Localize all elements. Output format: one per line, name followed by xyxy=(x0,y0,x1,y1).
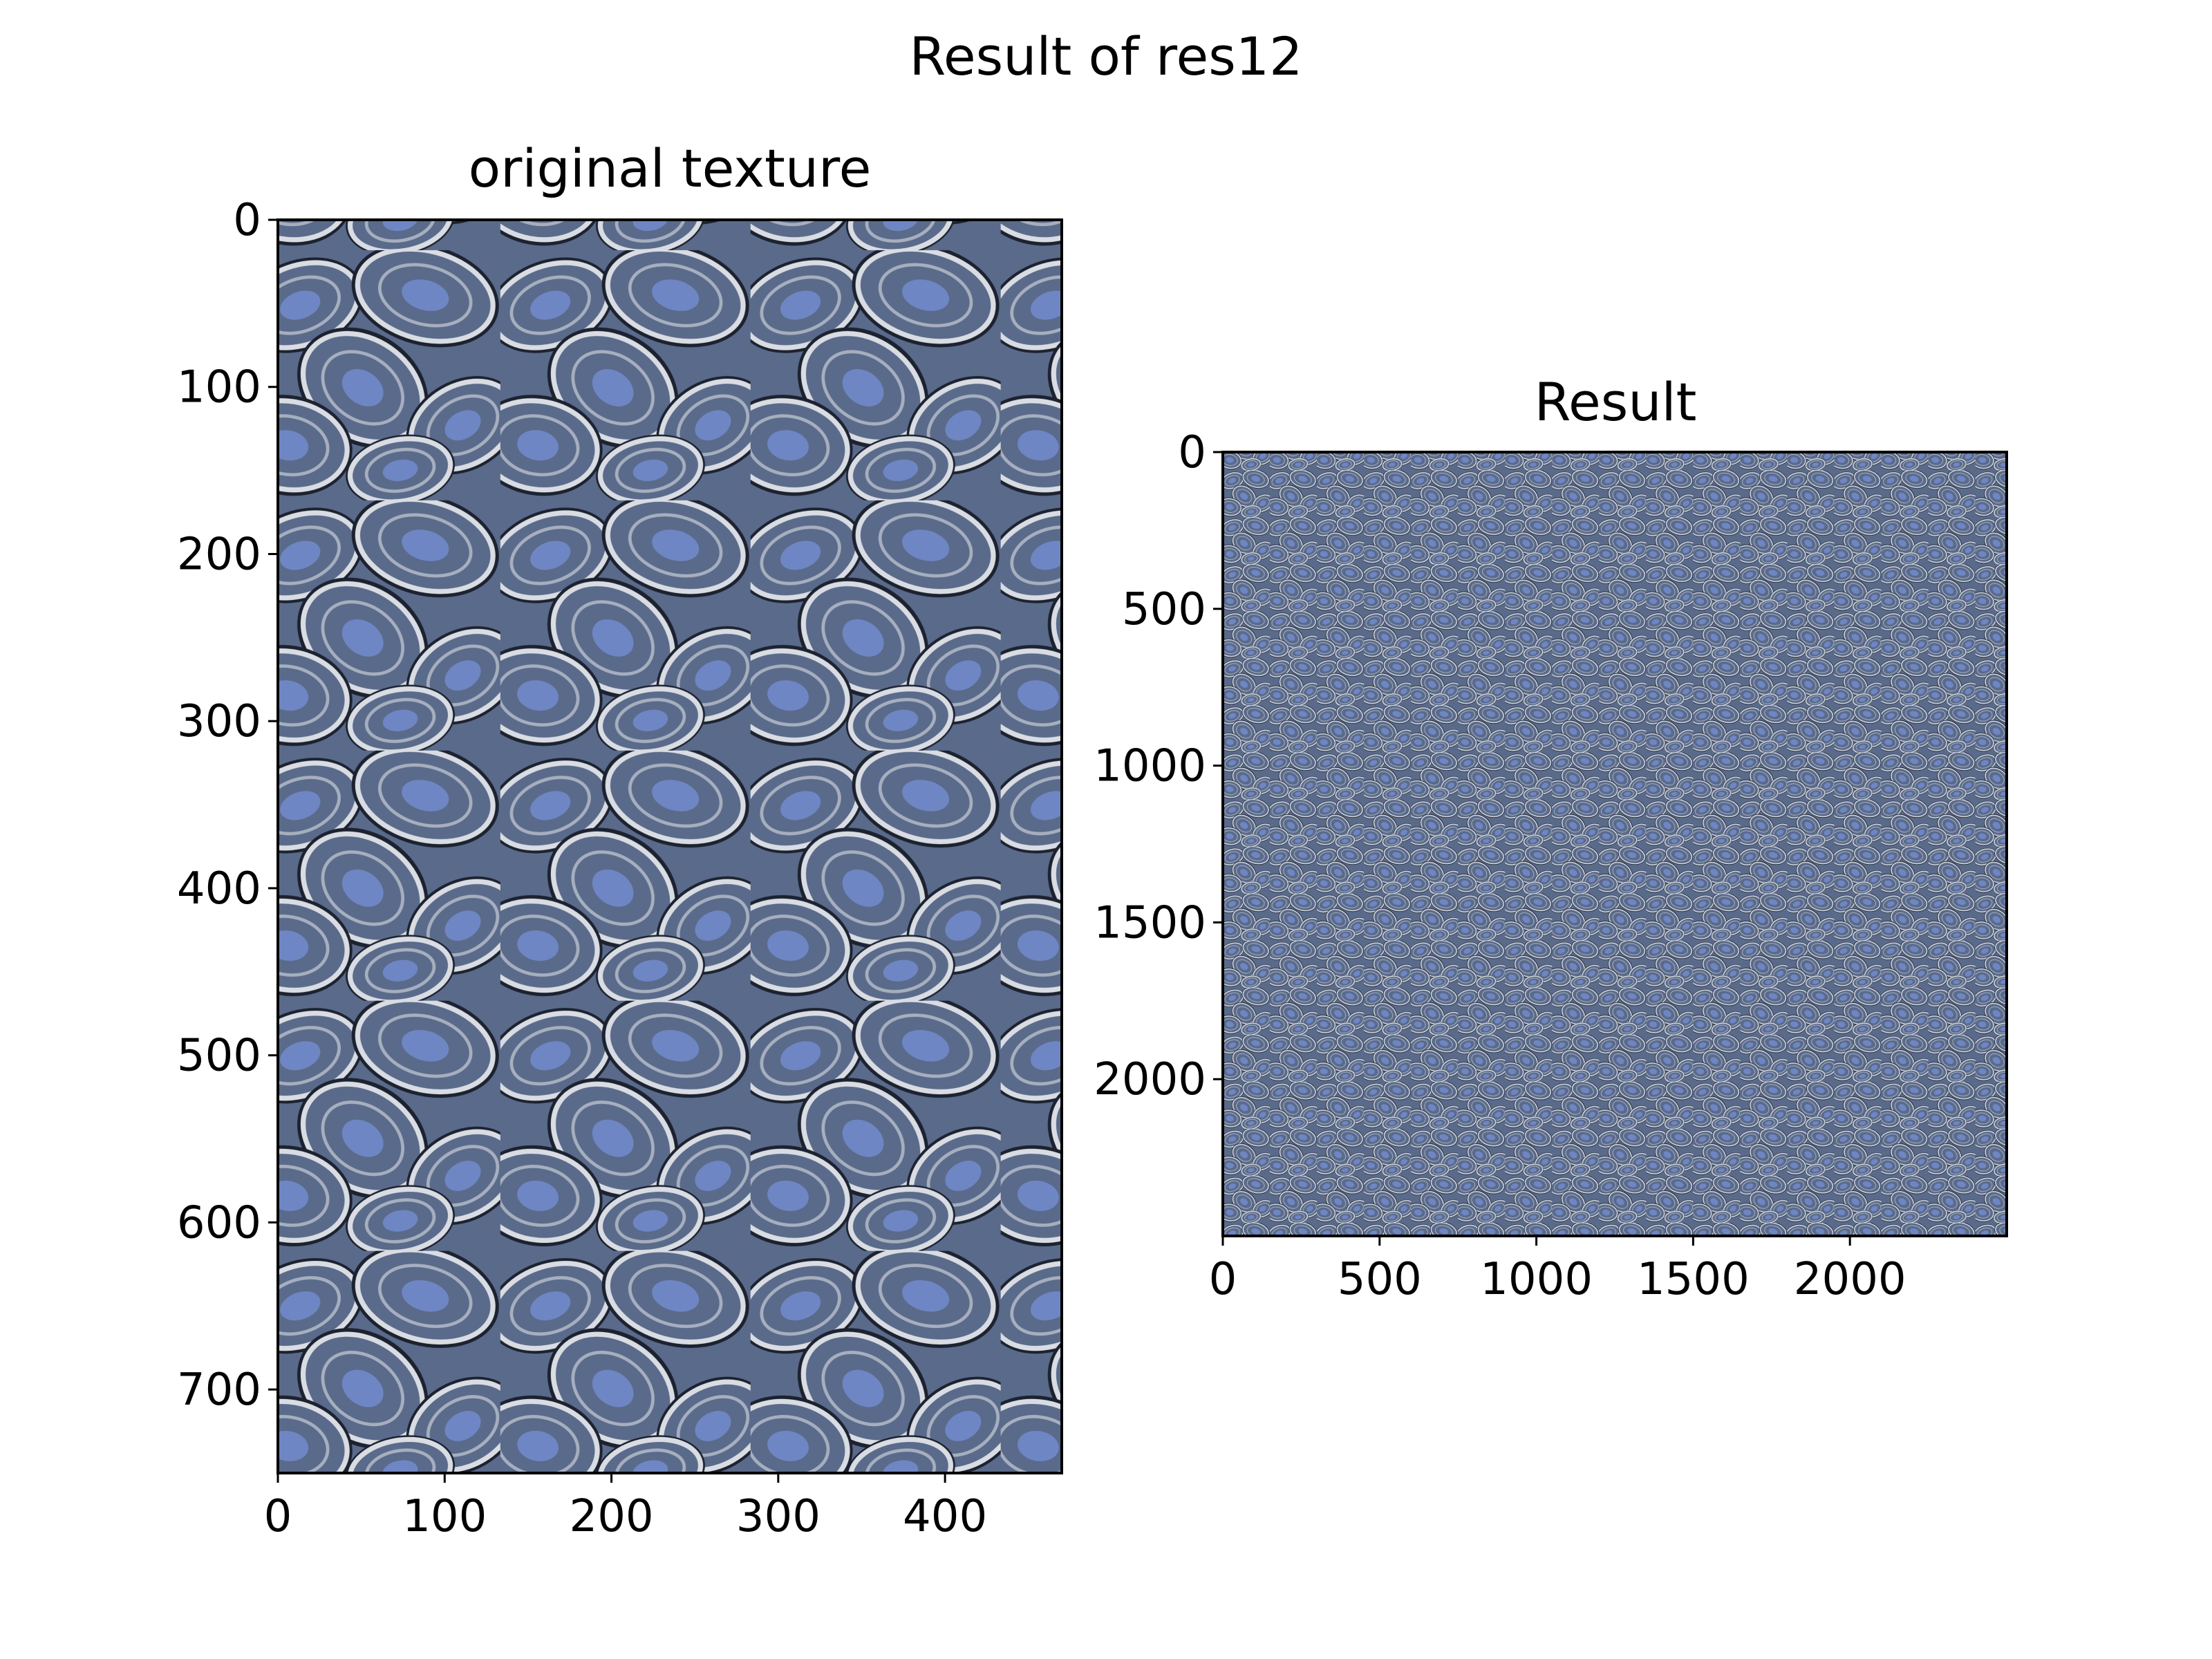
axes-frame-result xyxy=(1221,451,2008,1237)
axes-result: Result 0 500 1000 1500 2000 0 500 1000 1500 2000 xyxy=(1094,371,2008,1305)
x-ticks-result: 0 500 1000 1500 2000 xyxy=(1209,1236,1906,1305)
x-tick-label: 1000 xyxy=(1480,1254,1593,1305)
axes-title-result: Result xyxy=(1535,371,1697,433)
x-tick-label: 0 xyxy=(1209,1254,1237,1305)
figure-suptitle: Result of res12 xyxy=(909,26,1302,87)
x-tick-label: 1500 xyxy=(1637,1254,1750,1305)
y-tick-label: 200 xyxy=(177,529,261,580)
y-tick-label: 100 xyxy=(177,362,261,413)
axes-title-original-texture: original texture xyxy=(469,138,872,199)
y-tick-label: 600 xyxy=(177,1197,261,1248)
y-tick-label: 700 xyxy=(177,1365,261,1416)
x-tick-label: 200 xyxy=(569,1491,653,1542)
y-tick-label: 300 xyxy=(177,696,261,747)
y-tick-label: 500 xyxy=(1122,584,1206,635)
x-tick-label: 300 xyxy=(736,1491,821,1542)
y-tick-label: 400 xyxy=(177,863,261,915)
y-tick-label: 0 xyxy=(233,195,261,246)
x-ticks-original-texture: 0 100 200 300 400 xyxy=(264,1473,987,1542)
image-original-texture xyxy=(278,220,1062,1473)
y-ticks-original-texture: 0 100 200 300 400 500 600 700 xyxy=(177,195,278,1416)
axes-frame-original-texture xyxy=(276,218,1063,1474)
image-result xyxy=(1223,452,2007,1236)
x-tick-label: 100 xyxy=(402,1491,487,1542)
y-tick-label: 2000 xyxy=(1094,1054,1206,1105)
y-tick-label: 1000 xyxy=(1094,741,1206,792)
x-tick-label: 400 xyxy=(903,1491,987,1542)
x-tick-label: 500 xyxy=(1338,1254,1422,1305)
y-tick-label: 1500 xyxy=(1094,897,1206,948)
y-tick-label: 0 xyxy=(1178,427,1206,478)
axes-original-texture: original texture 0 100 200 300 400 0 100 200 30… xyxy=(177,138,1063,1542)
x-tick-label: 2000 xyxy=(1794,1254,1906,1305)
x-tick-label: 0 xyxy=(264,1491,292,1542)
y-tick-label: 500 xyxy=(177,1031,261,1082)
y-ticks-result: 0 500 1000 1500 2000 xyxy=(1094,427,1223,1105)
